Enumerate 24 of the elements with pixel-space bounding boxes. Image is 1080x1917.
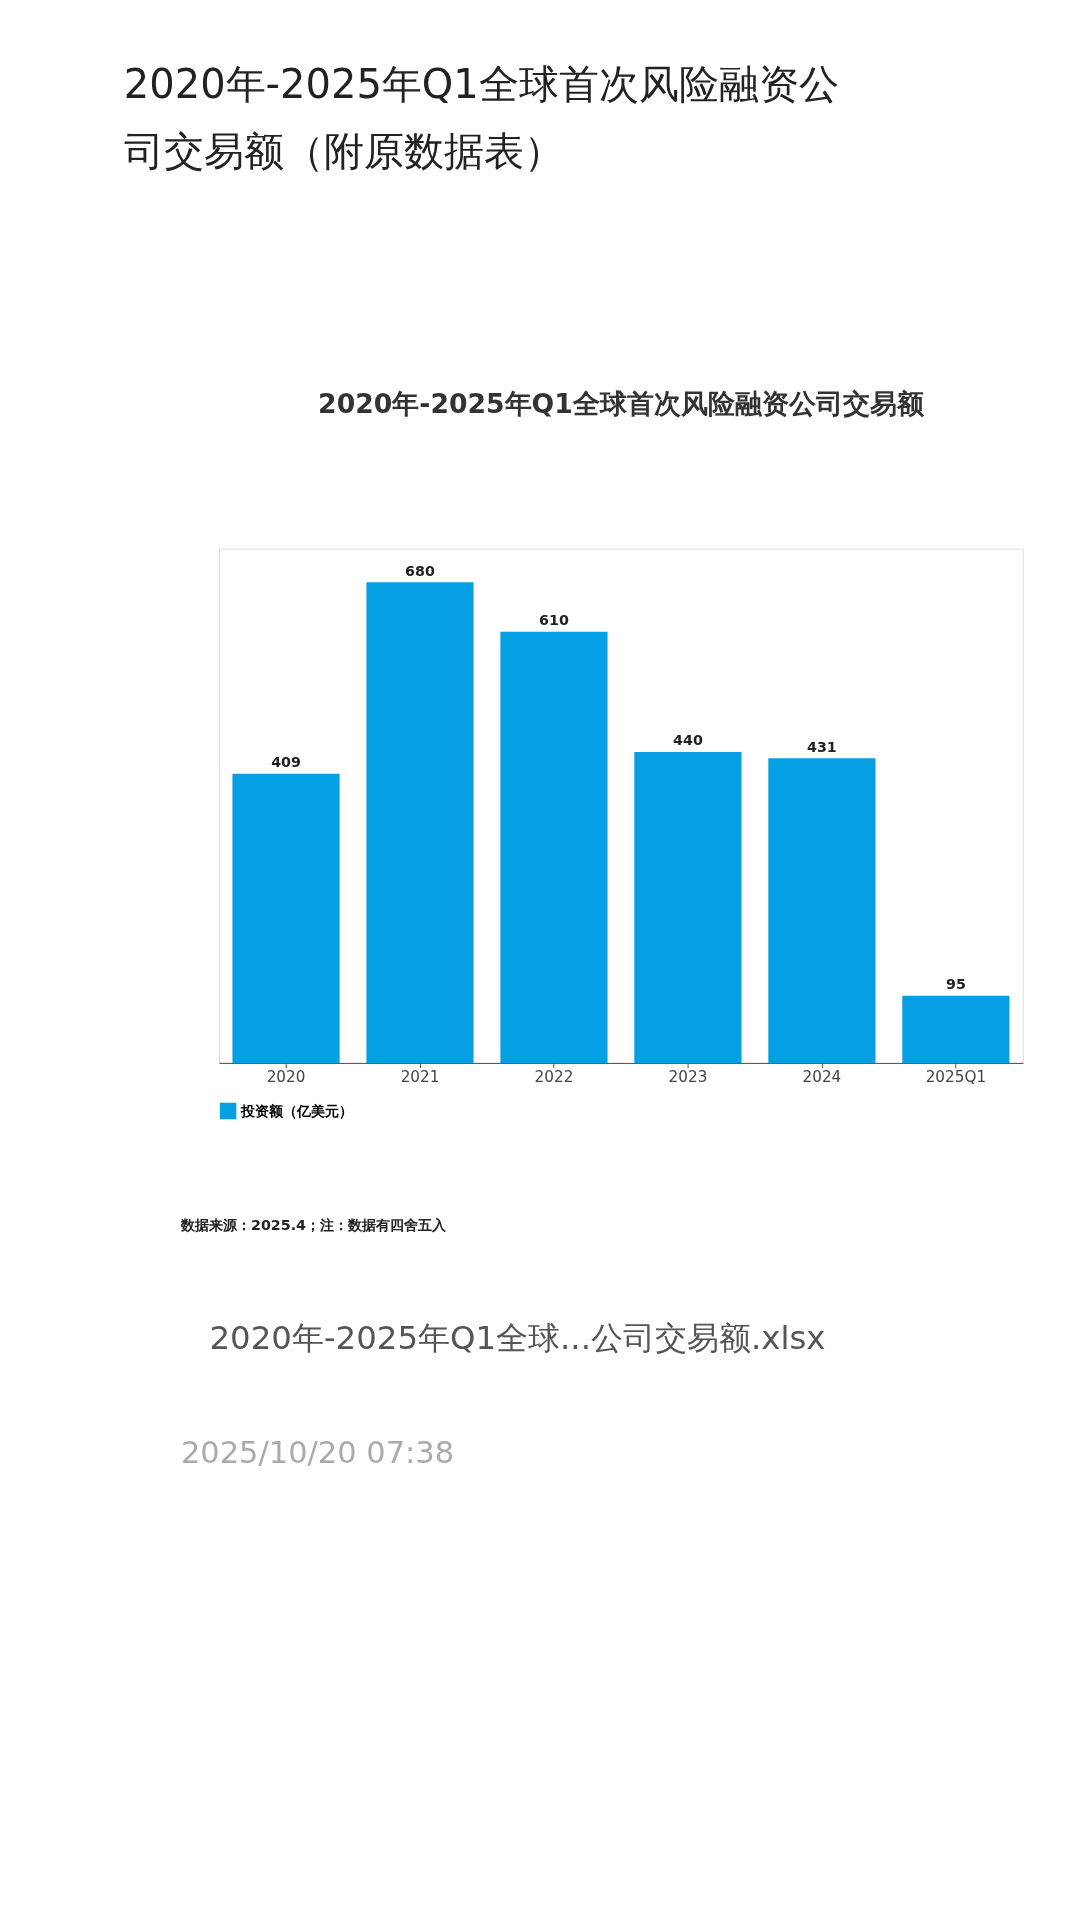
chart-subtitle: 2020年-2025年Q1全球首次风险融资公司交易额	[318, 388, 925, 420]
data-label: 610	[539, 612, 569, 629]
legend-label: 投资额（亿美元）	[239, 1102, 353, 1119]
bar	[902, 995, 1010, 1063]
data-label: 95	[945, 976, 966, 993]
x-tick-label: 2022	[534, 1068, 574, 1087]
data-label: 431	[807, 738, 837, 755]
text: 2020年-2025年Q1全球...公司交易额.xlsx	[209, 1318, 826, 1357]
data-label: 440	[673, 732, 703, 749]
bar	[768, 758, 876, 1063]
bar	[634, 751, 742, 1063]
chart-title: 2020年-2025年Q1全球首次风险融资公司交易额（附原数据表）	[123, 61, 839, 174]
bar	[366, 582, 474, 1063]
data-label: 409	[271, 754, 301, 771]
x-tick-label: 2023	[668, 1068, 708, 1087]
x-tick-label: 2020	[266, 1068, 306, 1087]
x-tick-label: 2025Q1	[925, 1068, 987, 1087]
text: 2025/10/20 07:38	[180, 1434, 455, 1470]
data-label: 680	[405, 562, 435, 579]
bar	[500, 631, 608, 1063]
source-note: 数据来源：2025.4；注：数据有四舍五入	[179, 1216, 447, 1233]
x-tick-label: 2024	[802, 1068, 842, 1087]
x-tick-label: 2021	[400, 1068, 440, 1087]
bar	[232, 773, 340, 1063]
